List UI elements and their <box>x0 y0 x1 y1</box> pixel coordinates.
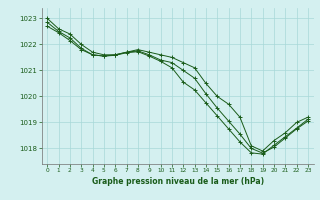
X-axis label: Graphe pression niveau de la mer (hPa): Graphe pression niveau de la mer (hPa) <box>92 177 264 186</box>
